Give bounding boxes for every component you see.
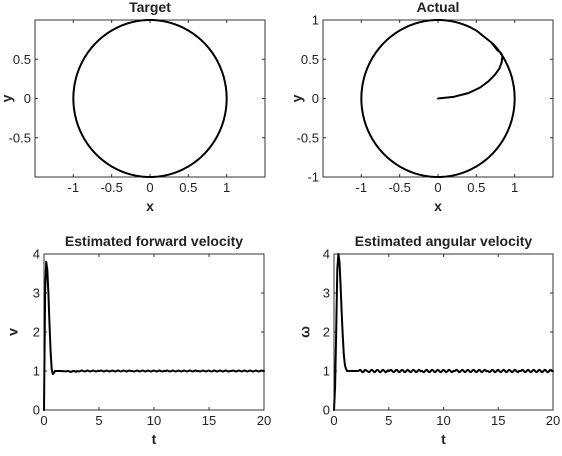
target-xtick-label: -1 <box>68 180 80 195</box>
actual-xtick-label: -1 <box>356 180 368 195</box>
angular-velocity-axes <box>333 253 554 411</box>
forward-velocity-ytick-label: 2 <box>33 325 40 340</box>
target-ylabel: y <box>0 94 15 102</box>
angular-velocity-plot-frame <box>333 253 554 411</box>
target-axes <box>34 19 266 178</box>
forward-velocity-xlabel: t <box>152 431 157 447</box>
forward-velocity-xtick-label: 15 <box>202 413 216 428</box>
target-plot-frame <box>34 19 266 178</box>
forward-velocity-ytick-label: 1 <box>33 364 40 379</box>
angular-velocity-xtick-label: 15 <box>491 413 505 428</box>
target-xtick-label: 0.5 <box>179 180 197 195</box>
angular-velocity-series-line <box>333 253 554 411</box>
actual-xtick-label: 0.5 <box>467 180 485 195</box>
actual-ytick-label: -0.5 <box>297 130 319 145</box>
forward-velocity-xtick-label: 10 <box>147 413 161 428</box>
forward-velocity-ytick-label: 0 <box>33 403 40 418</box>
forward-velocity-title: Estimated forward velocity <box>65 233 243 249</box>
actual-ytick-label: 0.5 <box>301 52 319 67</box>
forward-velocity-axes <box>43 253 265 411</box>
angular-velocity-xtick-label: 10 <box>436 413 450 428</box>
actual-xtick-label: 0 <box>434 180 441 195</box>
forward-velocity-xtick-label: 5 <box>95 413 102 428</box>
angular-velocity-ytick-label: 1 <box>323 364 330 379</box>
target-xtick-label: 0 <box>146 180 153 195</box>
angular-velocity-ylabel: ω <box>297 326 313 338</box>
actual-title: Actual <box>417 0 460 15</box>
actual-ytick-label: -1 <box>307 170 319 185</box>
actual-ytick-label: 0 <box>312 91 319 106</box>
angular-velocity-ytick-label: 4 <box>323 247 330 262</box>
actual-xlabel: x <box>434 198 442 214</box>
forward-velocity-series-line <box>43 260 265 411</box>
angular-velocity-xtick-label: 0 <box>330 413 337 428</box>
angular-velocity-xtick-label: 5 <box>385 413 392 428</box>
angular-velocity-xlabel: t <box>441 431 446 447</box>
forward-velocity-ylabel: v <box>5 328 21 336</box>
forward-velocity-ytick-label: 3 <box>33 286 40 301</box>
target-series-line <box>72 19 228 178</box>
angular-velocity-ytick-label: 2 <box>323 325 330 340</box>
forward-velocity-plot-frame <box>43 253 265 411</box>
angular-velocity-title: Estimated angular velocity <box>355 233 533 249</box>
actual-ytick-label: 1 <box>312 13 319 28</box>
target-ytick-label: 0.5 <box>13 52 31 67</box>
target-title: Target <box>129 0 171 15</box>
angular-velocity-ytick-label: 0 <box>323 403 330 418</box>
actual-axes <box>322 19 554 178</box>
forward-velocity-ytick-label: 4 <box>33 247 40 262</box>
target-xtick-label: -0.5 <box>100 180 122 195</box>
target-ytick-label: -0.5 <box>9 130 31 145</box>
actual-series-line <box>360 19 516 178</box>
target-xlabel: x <box>146 198 154 214</box>
target-ytick-label: 0 <box>24 91 31 106</box>
forward-velocity-xtick-label: 20 <box>257 413 271 428</box>
actual-xtick-label: -0.5 <box>388 180 410 195</box>
angular-velocity-xtick-label: 20 <box>546 413 560 428</box>
angular-velocity-ytick-label: 3 <box>323 286 330 301</box>
forward-velocity-xtick-label: 0 <box>40 413 47 428</box>
actual-ylabel: y <box>289 94 305 102</box>
actual-xtick-label: 1 <box>511 180 518 195</box>
target-xtick-label: 1 <box>223 180 230 195</box>
